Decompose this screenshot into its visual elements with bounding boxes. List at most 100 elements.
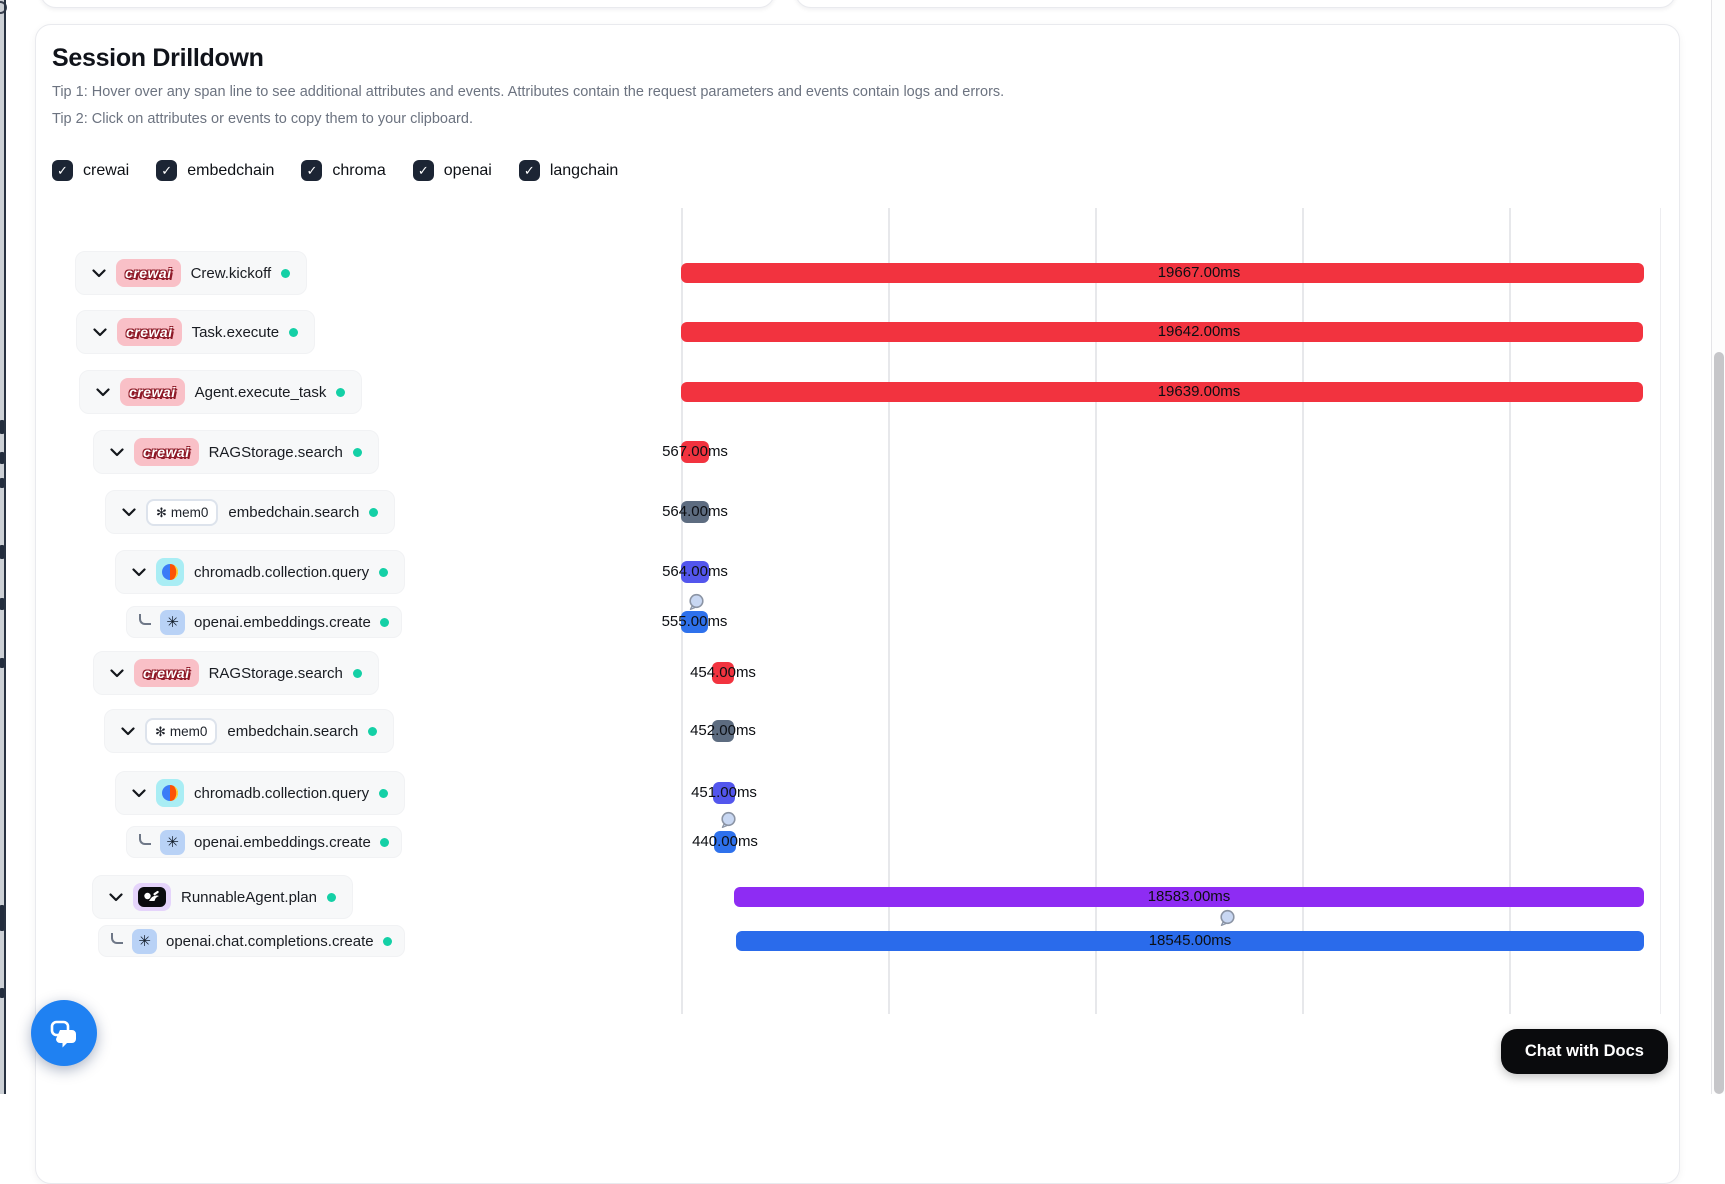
duration-label: 451.00ms xyxy=(691,784,757,801)
chevron-down-icon[interactable] xyxy=(121,726,135,736)
duration-label: 567.00ms xyxy=(662,443,728,460)
event-bubble-icon[interactable] xyxy=(719,811,737,829)
status-dot xyxy=(336,387,346,397)
duration-bar[interactable] xyxy=(736,931,1644,951)
span-row[interactable]: ✻ mem0 embedchain.search xyxy=(105,490,396,534)
duration-label: 19639.00ms xyxy=(1157,383,1241,400)
chat-widget-button[interactable] xyxy=(31,1000,97,1066)
event-bubble-icon[interactable] xyxy=(687,593,705,611)
checkbox-chroma-checked[interactable]: ✓ xyxy=(301,160,323,181)
openai-logo: ✳ xyxy=(132,928,157,954)
duration-label: 454.00ms xyxy=(690,664,756,681)
chevron-down-icon[interactable] xyxy=(110,668,124,678)
span-name: openai.chat.completions.create xyxy=(166,932,374,950)
chevron-down-icon[interactable] xyxy=(110,447,124,457)
span-row[interactable]: ✳ openai.chat.completions.create xyxy=(98,925,405,957)
mem0-logo: ✻ mem0 xyxy=(145,717,218,745)
openai-logo: ✳ xyxy=(160,609,185,635)
duration-bar[interactable] xyxy=(712,662,734,684)
checkbox-crewai-checked[interactable]: ✓ xyxy=(52,160,73,181)
span-row[interactable]: crewai Agent.execute_task xyxy=(79,370,363,414)
chevron-down-icon[interactable] xyxy=(122,507,136,517)
filter-langchain[interactable]: ✓ langchain xyxy=(518,160,619,181)
page-title: Session Drilldown xyxy=(52,44,264,72)
crewai-logo: crewai xyxy=(120,378,185,406)
span-name: RunnableAgent.plan xyxy=(181,888,317,906)
filter-label: langchain xyxy=(549,161,619,179)
span-name: Crew.kickoff xyxy=(190,264,272,282)
duration-label: 19642.00ms xyxy=(1157,323,1241,340)
span-row[interactable]: ✳ openai.embeddings.create xyxy=(126,606,402,638)
duration-bar[interactable] xyxy=(681,561,709,583)
status-dot xyxy=(379,837,389,847)
chevron-down-icon[interactable] xyxy=(96,387,110,397)
status-dot xyxy=(352,447,362,457)
status-dot xyxy=(382,936,392,946)
duration-bar[interactable] xyxy=(681,263,1644,283)
duration-bar[interactable] xyxy=(734,887,1644,907)
span-name: embedchain.search xyxy=(228,503,360,521)
duration-bar[interactable] xyxy=(713,782,735,804)
left-edge-glyph xyxy=(0,420,4,434)
timeline-right-edge xyxy=(1660,208,1661,1014)
duration-bar[interactable] xyxy=(681,382,1643,402)
status-dot xyxy=(352,668,362,678)
timeline-gridline xyxy=(1509,208,1511,1014)
filters-row: ✓ crewai ✓ embedchain ✓ chroma ✓ openai ✓ langcha… xyxy=(52,160,618,181)
status-dot xyxy=(326,892,336,902)
duration-bar[interactable] xyxy=(681,611,708,633)
span-row[interactable]: crewai Crew.kickoff xyxy=(75,251,308,295)
chroma-logo xyxy=(156,558,184,586)
span-row[interactable]: crewai Task.execute xyxy=(76,310,316,354)
waterfall-stage: crewai Crew.kickoff 19667.00ms crewai Task.e… xyxy=(75,208,1661,1014)
chevron-down-icon[interactable] xyxy=(132,788,146,798)
duration-label: 440.00ms xyxy=(692,833,758,850)
span-row[interactable]: chromadb.collection.query xyxy=(115,550,406,594)
filter-crewai[interactable]: ✓ crewai xyxy=(52,160,129,181)
span-name: RAGStorage.search xyxy=(208,443,343,461)
span-name: chromadb.collection.query xyxy=(194,784,370,802)
crewai-logo: crewai xyxy=(116,259,181,287)
duration-bar[interactable] xyxy=(714,831,736,853)
browser-scrollbar-thumb[interactable] xyxy=(1714,352,1724,1094)
left-edge-glyph xyxy=(0,1,7,14)
event-bubble-icon[interactable] xyxy=(1218,909,1236,927)
span-row[interactable]: RunnableAgent.plan xyxy=(92,875,353,919)
langchain-logo xyxy=(133,883,171,911)
chevron-down-icon[interactable] xyxy=(109,892,123,902)
browser-scrollbar-track[interactable] xyxy=(1711,0,1725,1094)
duration-label: 18583.00ms xyxy=(1147,888,1231,905)
checkbox-langchain-checked[interactable]: ✓ xyxy=(518,160,540,181)
chevron-down-icon[interactable] xyxy=(92,268,106,278)
span-name: chromadb.collection.query xyxy=(194,563,370,581)
span-row[interactable]: ✳ openai.embeddings.create xyxy=(126,826,402,858)
left-edge-glyph xyxy=(0,988,4,998)
filter-chroma[interactable]: ✓ chroma xyxy=(301,160,386,181)
filter-embedchain[interactable]: ✓ embedchain xyxy=(156,160,274,181)
left-edge-glyph xyxy=(0,545,4,559)
filter-label: openai xyxy=(443,161,492,179)
chevron-down-icon[interactable] xyxy=(132,567,146,577)
duration-label: 452.00ms xyxy=(690,722,756,739)
span-row[interactable]: chromadb.collection.query xyxy=(115,771,406,815)
span-row[interactable]: ✻ mem0 embedchain.search xyxy=(104,709,395,753)
duration-bar[interactable] xyxy=(681,441,709,463)
span-name: Task.execute xyxy=(191,323,280,341)
duration-bar[interactable] xyxy=(681,501,709,523)
chat-with-docs-button[interactable]: Chat with Docs xyxy=(1500,1029,1668,1074)
checkbox-openai-checked[interactable]: ✓ xyxy=(412,160,434,181)
span-name: embedchain.search xyxy=(227,722,359,740)
left-edge-glyph xyxy=(0,658,4,668)
background-page-strip xyxy=(0,0,7,1094)
checkbox-embedchain-checked[interactable]: ✓ xyxy=(156,160,178,181)
duration-bar[interactable] xyxy=(681,322,1643,342)
duration-bar[interactable] xyxy=(712,720,734,742)
span-row[interactable]: crewai RAGStorage.search xyxy=(93,651,379,695)
filter-openai[interactable]: ✓ openai xyxy=(412,160,492,181)
span-name: openai.embeddings.create xyxy=(194,833,371,851)
chevron-down-icon[interactable] xyxy=(93,327,107,337)
span-name: openai.embeddings.create xyxy=(194,613,371,631)
filter-label: embedchain xyxy=(187,161,275,179)
span-row[interactable]: crewai RAGStorage.search xyxy=(93,430,379,474)
tip-2-text: Tip 2: Click on attributes or events to … xyxy=(52,111,473,127)
